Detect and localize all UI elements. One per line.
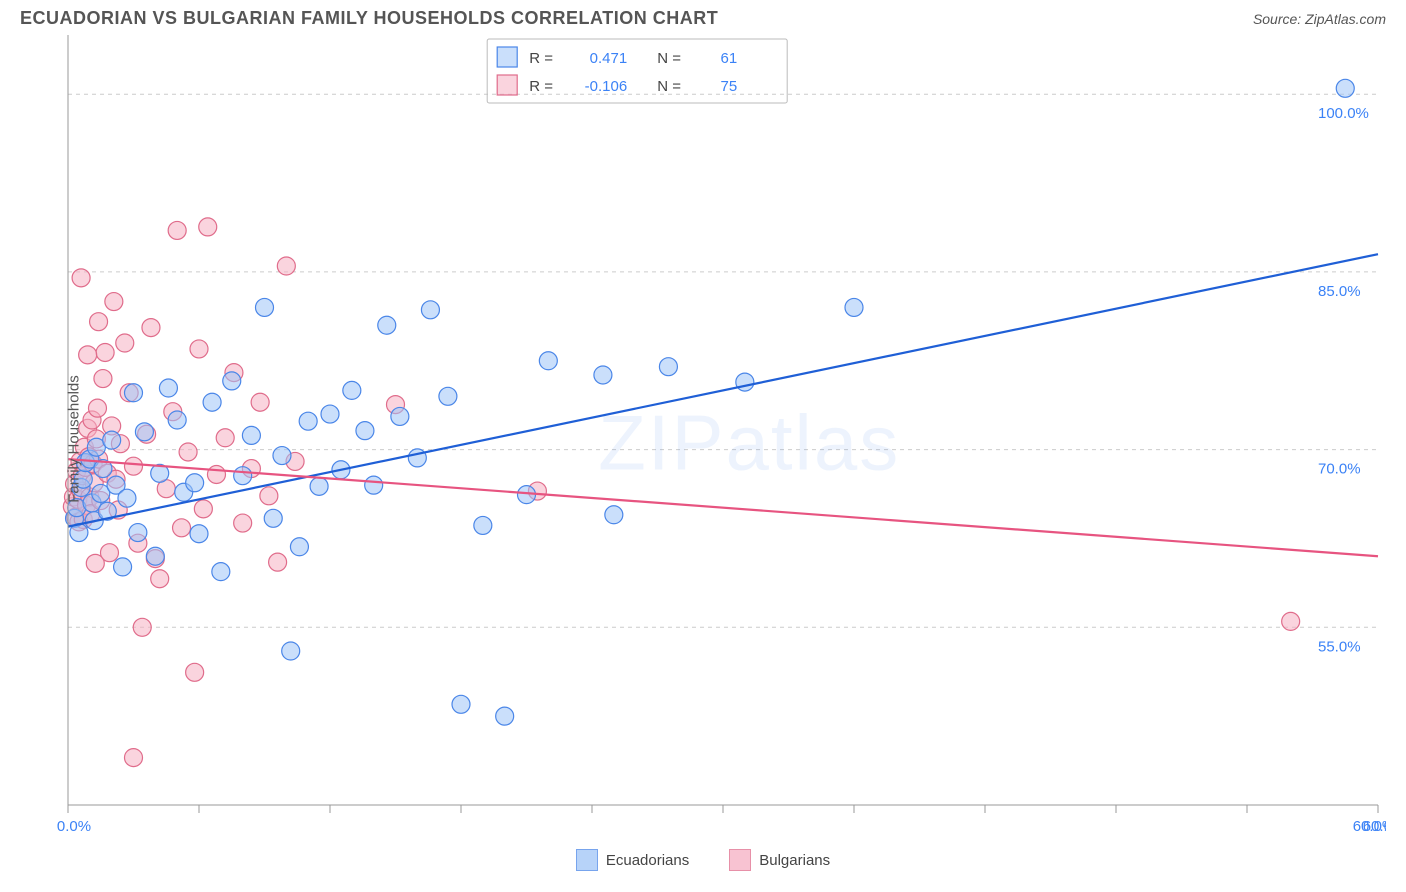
legend-item-bulgarians: Bulgarians [729,849,830,871]
svg-text:-0.106: -0.106 [585,78,628,95]
chart-header: ECUADORIAN VS BULGARIAN FAMILY HOUSEHOLD… [0,0,1406,35]
svg-text:R =: R = [529,78,553,95]
legend-swatch-bulgarians [729,849,751,871]
svg-text:60.0%: 60.0% [1353,818,1386,835]
chart-title: ECUADORIAN VS BULGARIAN FAMILY HOUSEHOLD… [20,8,718,29]
legend-swatch-ecuadorians [576,849,598,871]
bottom-legend: Ecuadorians Bulgarians [0,843,1406,871]
legend-label-bulgarians: Bulgarians [759,852,830,869]
svg-text:0.471: 0.471 [590,50,628,67]
svg-text:70.0%: 70.0% [1318,461,1361,478]
svg-text:100.0%: 100.0% [1318,105,1369,122]
svg-text:61: 61 [721,50,738,67]
legend-label-ecuadorians: Ecuadorians [606,852,689,869]
chart-area: Family Households 55.0%70.0%85.0%100.0%Z… [20,35,1386,843]
svg-text:0.0%: 0.0% [57,818,91,835]
svg-text:85.0%: 85.0% [1318,283,1361,300]
legend-item-ecuadorians: Ecuadorians [576,849,689,871]
svg-text:75: 75 [721,78,738,95]
svg-text:R =: R = [529,50,553,67]
svg-text:N =: N = [657,78,681,95]
scatter-plot-svg: 55.0%70.0%85.0%100.0%ZIPatlas0.0%60.0%60… [20,35,1386,843]
svg-text:ZIPatlas: ZIPatlas [598,399,900,487]
chart-source: Source: ZipAtlas.com [1253,11,1386,27]
svg-text:55.0%: 55.0% [1318,638,1361,655]
svg-text:N =: N = [657,50,681,67]
y-axis-label: Family Households [65,375,82,503]
